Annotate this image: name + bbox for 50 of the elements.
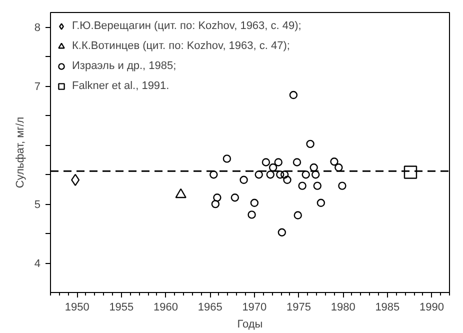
point	[175, 188, 186, 198]
x-tick-label: 1990	[420, 302, 444, 314]
point	[211, 200, 220, 208]
point	[240, 176, 248, 184]
y-tick-label: 8	[34, 22, 41, 34]
point	[312, 170, 320, 179]
point	[213, 194, 222, 202]
point	[210, 170, 218, 179]
point	[289, 90, 298, 100]
point	[330, 158, 338, 166]
point	[404, 166, 418, 179]
point	[248, 210, 256, 219]
point	[276, 170, 284, 179]
point	[294, 211, 302, 220]
point	[283, 176, 292, 184]
point	[338, 182, 346, 190]
point	[278, 228, 286, 236]
point	[254, 170, 263, 179]
y-axis-title: Сульфат, мг/л	[14, 116, 26, 188]
point	[274, 158, 282, 166]
point	[302, 170, 310, 179]
x-tick-label: 1950	[64, 302, 90, 314]
x-tick-label: 1980	[330, 302, 356, 314]
point	[313, 182, 322, 190]
x-tick-label: 1970	[242, 302, 267, 314]
x-tick-label: 1955	[109, 302, 134, 314]
point	[334, 163, 343, 172]
x-tick-label: 1960	[154, 302, 178, 314]
legend-label: Falkner et al., 1991.	[72, 80, 170, 92]
legend-label: Г.Ю.Верещагин (цит. по: Kozhov, 1963, с. 49);	[72, 20, 302, 32]
point	[266, 170, 274, 179]
point	[222, 154, 232, 163]
x-tick-label: 1965	[198, 302, 222, 314]
legend-label: К.К.Вотинцев (цит. по: Kozhov, 1963, с. 47);	[72, 40, 290, 52]
y-tick-label: 7	[34, 81, 41, 94]
point	[250, 198, 259, 207]
point	[306, 140, 314, 148]
x-tick-label: 1975	[286, 302, 312, 314]
point	[262, 158, 270, 166]
point	[316, 198, 326, 207]
legend-label: Израэль и др., 1985;	[72, 60, 176, 72]
y-tick-label: 4	[34, 258, 41, 270]
point	[230, 194, 240, 202]
y-tick-label: 5	[34, 199, 41, 212]
point	[292, 158, 302, 166]
point	[298, 182, 306, 190]
point	[280, 170, 289, 179]
x-axis-title: Годы	[237, 318, 263, 330]
point	[268, 163, 278, 172]
x-tick-label: 1985	[375, 302, 400, 314]
